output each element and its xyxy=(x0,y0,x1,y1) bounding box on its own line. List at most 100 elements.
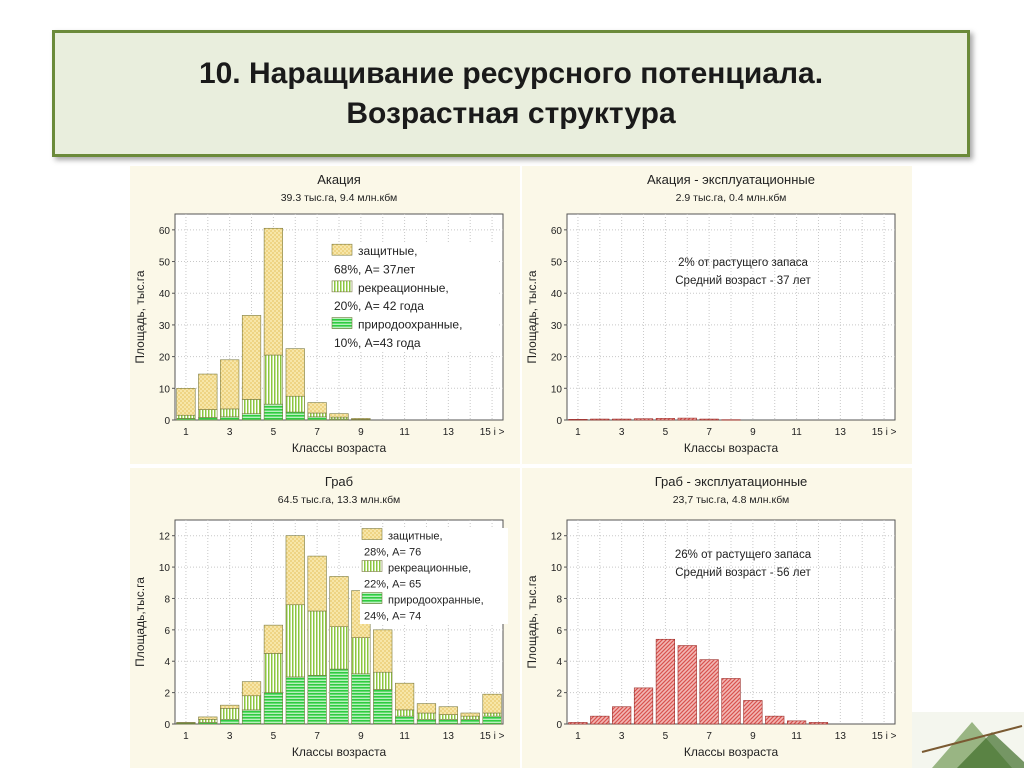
x-tick-label: 3 xyxy=(619,731,625,742)
bar-exploit xyxy=(612,418,632,421)
y-tick-label: 6 xyxy=(164,626,170,637)
y-axis-label: Площадь, тыс.га xyxy=(525,270,539,363)
bar-рекреационные xyxy=(329,626,349,670)
x-tick-label: 15 i > xyxy=(872,427,897,438)
chart-title: Акация xyxy=(317,172,361,187)
chart-subtitle: 23,7 тыс.га, 4.8 млн.кбм xyxy=(673,494,790,506)
x-tick-label: 11 xyxy=(791,427,802,438)
bar-рекреационные xyxy=(241,399,262,414)
chart-annotation: Средний возраст - 37 лет xyxy=(675,275,811,287)
y-tick-label: 50 xyxy=(159,258,171,269)
bar-природоохранные xyxy=(241,709,262,725)
x-axis-label: Классы возраста xyxy=(684,441,779,455)
bar-защитные xyxy=(329,413,349,418)
bar-рекреационные xyxy=(263,354,283,405)
bar-защитные xyxy=(220,359,240,410)
y-tick-label: 0 xyxy=(164,416,170,427)
legend-swatch-рекреационные xyxy=(331,280,353,293)
bar-exploit xyxy=(699,418,719,421)
chart-title: Граб - эксплуатационные xyxy=(655,474,808,489)
bar-природоохранные xyxy=(263,692,283,725)
bar-защитные xyxy=(395,682,415,711)
x-tick-label: 5 xyxy=(271,427,277,438)
x-axis-label: Классы возраста xyxy=(684,745,779,759)
y-tick-label: 20 xyxy=(159,353,171,364)
bar-защитные xyxy=(329,576,349,628)
x-tick-label: 7 xyxy=(314,731,320,742)
bar-защитные xyxy=(263,624,283,654)
bar-защитные xyxy=(307,402,327,414)
x-tick-label: 7 xyxy=(706,731,712,742)
x-tick-label: 11 xyxy=(399,427,410,438)
bar-exploit xyxy=(590,418,610,421)
x-tick-label: 15 i > xyxy=(872,731,897,742)
bar-exploit xyxy=(677,645,697,725)
bar-exploit xyxy=(633,418,654,421)
x-tick-label: 9 xyxy=(358,731,364,742)
bar-exploit xyxy=(633,687,654,725)
bar-рекреационные xyxy=(460,715,480,720)
chart-annotation: 2% от растущего запаса xyxy=(678,257,808,269)
x-tick-label: 3 xyxy=(227,427,233,438)
pine-decoration-icon xyxy=(912,712,1024,768)
y-axis-label: Площадь,тыс.га xyxy=(133,577,147,667)
bar-природоохранные xyxy=(307,675,327,725)
bar-природоохранные xyxy=(241,413,262,421)
y-tick-label: 0 xyxy=(556,416,562,427)
y-tick-label: 50 xyxy=(551,258,563,269)
legend-swatch-природоохранные xyxy=(361,592,383,604)
y-axis-label: Площадь, тыс.га xyxy=(525,575,539,668)
bar-exploit xyxy=(808,722,829,725)
legend-text: защитные, xyxy=(358,244,418,258)
bar-рекреационные xyxy=(416,712,437,720)
bar-природоохранные xyxy=(285,411,305,421)
y-tick-label: 4 xyxy=(556,657,562,668)
legend-text: рекреационные, xyxy=(388,563,471,575)
bar-природоохранные xyxy=(395,715,415,725)
bar-природоохранные xyxy=(220,718,240,725)
bar-природоохранные xyxy=(416,718,437,725)
bar-exploit xyxy=(787,720,807,725)
x-tick-label: 5 xyxy=(271,731,277,742)
x-tick-label: 13 xyxy=(835,427,847,438)
x-tick-label: 13 xyxy=(443,731,455,742)
legend-text: рекреационные, xyxy=(358,281,449,295)
bar-exploit xyxy=(765,715,785,725)
legend-text: 10%, А=43 года xyxy=(334,336,421,350)
bar-рекреационные xyxy=(241,695,262,711)
y-tick-label: 40 xyxy=(551,289,563,300)
bar-защитные xyxy=(263,227,283,356)
bar-защитные xyxy=(220,704,240,709)
bar-защитные xyxy=(482,693,502,714)
legend-text: 28%, А= 76 xyxy=(364,547,421,559)
x-tick-label: 5 xyxy=(663,427,669,438)
x-tick-label: 3 xyxy=(619,427,625,438)
legend-text: 22%, А= 65 xyxy=(364,579,421,591)
bar-exploit xyxy=(612,706,632,725)
legend-swatch-защитные xyxy=(361,528,383,540)
y-tick-label: 8 xyxy=(556,594,562,605)
bar-exploit xyxy=(721,419,741,421)
y-tick-label: 10 xyxy=(159,563,171,574)
y-tick-label: 10 xyxy=(159,384,171,395)
bar-природоохранные xyxy=(220,416,240,421)
bar-рекреационные xyxy=(482,712,502,717)
bar-рекреационные xyxy=(307,610,327,676)
chart-annotation: Средний возраст - 56 лет xyxy=(675,567,811,579)
bar-природоохранные xyxy=(373,689,393,725)
x-axis-label: Классы возраста xyxy=(292,745,387,759)
chart-panel-acacia: 0 10 20 30 40 50 60 1 3 5 7 9 11 13 15 i > Акация 39.3 т… xyxy=(130,166,520,464)
y-tick-label: 4 xyxy=(164,657,170,668)
bar-защитные xyxy=(241,681,262,697)
bar-рекреационные xyxy=(220,408,240,418)
bar-природоохранные xyxy=(263,403,283,421)
y-tick-label: 2 xyxy=(556,689,562,700)
y-tick-label: 40 xyxy=(159,289,171,300)
chart-title: Акация - эксплуатационные xyxy=(647,172,815,187)
bar-защитные xyxy=(241,315,262,400)
bar-защитные xyxy=(351,418,371,420)
chart-panel-hornbeam: 0 2 4 6 8 10 12 1 3 5 7 9 11 13 15 i > Граб 64.5 тыс.га,… xyxy=(130,468,520,768)
bar-exploit xyxy=(590,715,610,725)
bar-рекреационные xyxy=(395,709,415,717)
